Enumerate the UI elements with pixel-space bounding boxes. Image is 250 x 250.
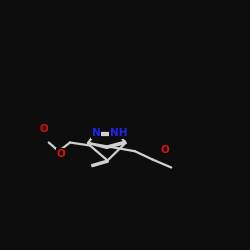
Text: O: O (57, 149, 66, 159)
Text: O: O (160, 145, 170, 155)
Text: NH: NH (110, 128, 128, 138)
Text: N: N (92, 128, 100, 138)
Text: O: O (40, 124, 48, 134)
